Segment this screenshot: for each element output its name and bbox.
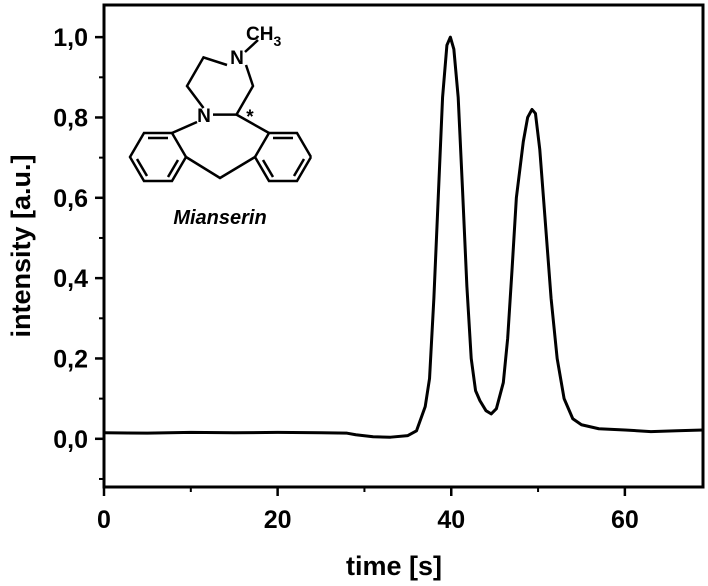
annotation: Mianserin: [173, 207, 266, 229]
x-tick-label: 0: [97, 506, 111, 534]
double-bond: [261, 159, 275, 178]
methyl-bond: [244, 39, 259, 53]
bridge: [185, 155, 256, 180]
y-tick-label: 0,6: [53, 185, 88, 213]
double-bond: [166, 159, 180, 178]
molecule-structure: [128, 39, 313, 183]
piperazine-ring: [213, 64, 255, 116]
bond: [235, 113, 270, 135]
left-benzene: [128, 131, 188, 183]
x-tick-label: 60: [611, 506, 639, 534]
atom-label: N: [197, 106, 211, 127]
atom-label: CH3: [246, 24, 281, 49]
y-tick-label: 0,2: [53, 345, 88, 373]
y-tick-label: 0,8: [53, 104, 88, 132]
atom-label: CH: [246, 24, 273, 45]
y-tick-label: 0,0: [53, 426, 88, 454]
x-tick-label: 40: [437, 506, 465, 534]
x-axis-label: time [s]: [346, 551, 442, 581]
atom-label: N: [230, 48, 244, 69]
double-bond: [292, 158, 306, 177]
x-tick-label: 20: [264, 506, 292, 534]
stereo-mark: *: [246, 107, 254, 128]
y-tick-label: 1,0: [53, 24, 88, 52]
bond: [171, 120, 198, 135]
right-benzene: [253, 131, 313, 183]
y-axis-label: intensity [a.u.]: [6, 154, 36, 337]
plot-frame: [102, 3, 705, 489]
double-bond: [135, 158, 149, 177]
piperazine-ring: [185, 55, 228, 109]
y-tick-label: 0,4: [53, 265, 88, 293]
data-line: [103, 35, 704, 439]
subscript: 3: [273, 33, 281, 49]
